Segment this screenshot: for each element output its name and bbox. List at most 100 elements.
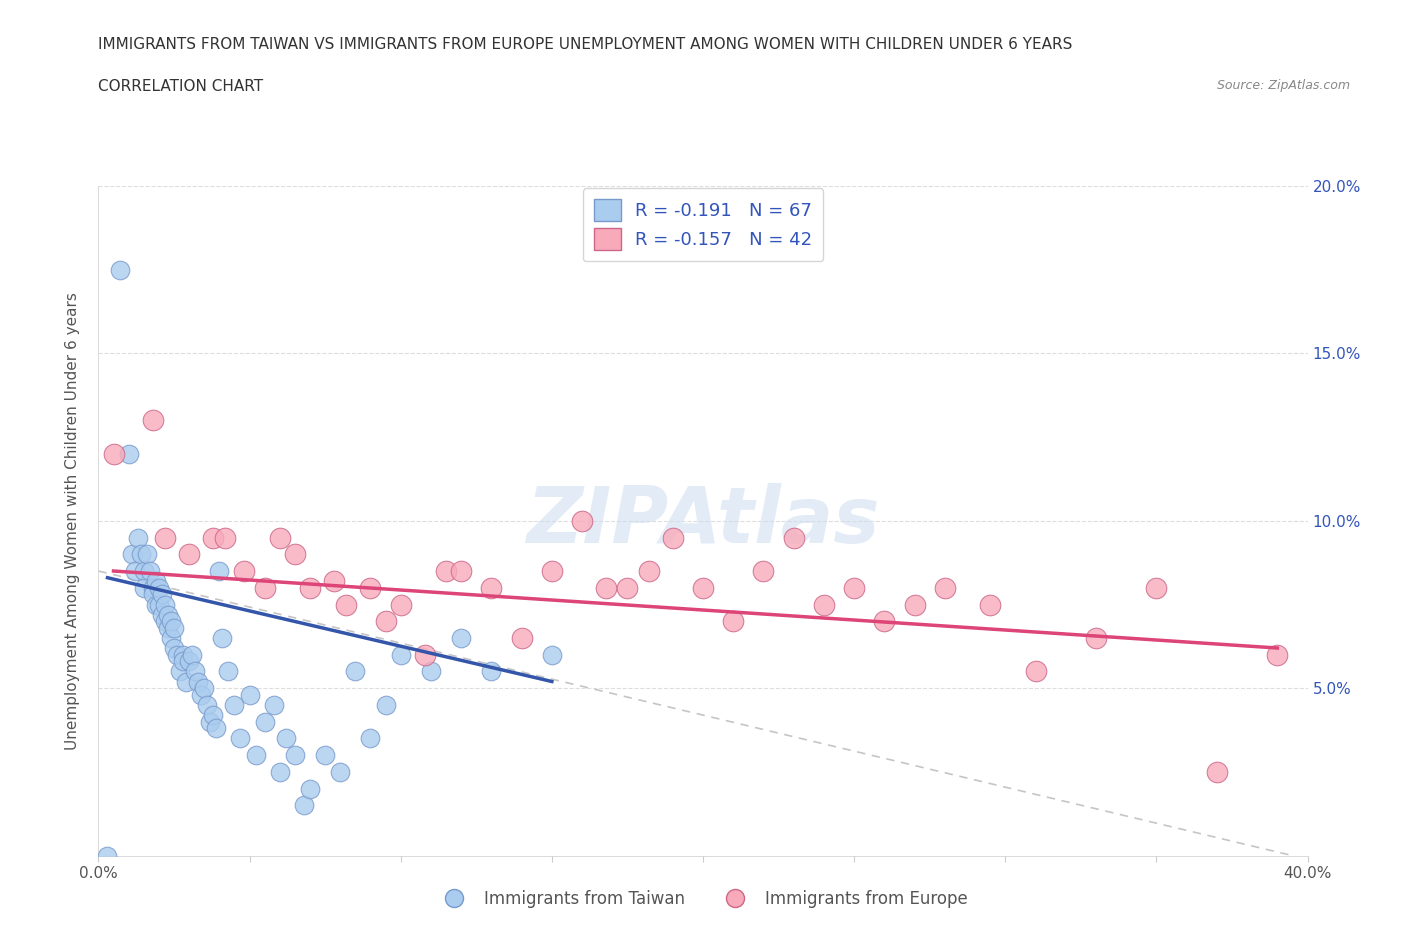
Point — [129, 547, 152, 562]
Point — [1206, 764, 1229, 779]
Point — [374, 614, 396, 629]
Point — [142, 413, 165, 428]
Point — [142, 580, 165, 595]
Point — [166, 647, 188, 662]
Point — [145, 597, 167, 612]
Point — [224, 698, 246, 712]
Point — [181, 647, 204, 662]
Point — [205, 721, 228, 736]
Point — [374, 698, 396, 712]
Point — [389, 597, 412, 612]
Point — [245, 748, 267, 763]
Point — [172, 654, 194, 669]
Point — [142, 587, 165, 602]
Point — [139, 564, 162, 578]
Point — [229, 731, 252, 746]
Point — [299, 781, 322, 796]
Point — [200, 714, 222, 729]
Point — [1024, 664, 1046, 679]
Point — [239, 687, 262, 702]
Point — [284, 547, 307, 562]
Text: IMMIGRANTS FROM TAIWAN VS IMMIGRANTS FROM EUROPE UNEMPLOYMENT AMONG WOMEN WITH C: IMMIGRANTS FROM TAIWAN VS IMMIGRANTS FRO… — [98, 37, 1073, 52]
Point — [253, 580, 276, 595]
Point — [934, 580, 956, 595]
Point — [904, 597, 927, 612]
Point — [193, 681, 215, 696]
Point — [148, 597, 170, 612]
Point — [174, 674, 197, 689]
Text: ZIPAtlas: ZIPAtlas — [526, 483, 880, 559]
Point — [253, 714, 276, 729]
Point — [96, 848, 118, 863]
Point — [723, 614, 745, 629]
Point — [145, 574, 167, 589]
Point — [595, 580, 617, 595]
Point — [420, 664, 443, 679]
Point — [108, 262, 131, 277]
Point — [202, 530, 225, 545]
Point — [184, 664, 207, 679]
Point — [263, 698, 285, 712]
Point — [202, 708, 225, 723]
Text: CORRELATION CHART: CORRELATION CHART — [98, 79, 263, 94]
Point — [114, 145, 136, 160]
Point — [450, 564, 472, 578]
Point — [163, 641, 186, 656]
Point — [103, 446, 125, 461]
Point — [873, 614, 896, 629]
Point — [150, 607, 173, 622]
Point — [813, 597, 835, 612]
Point — [637, 564, 659, 578]
Point — [132, 564, 155, 578]
Point — [450, 631, 472, 645]
Point — [208, 564, 231, 578]
Point — [169, 664, 191, 679]
Point — [540, 564, 562, 578]
Point — [413, 647, 436, 662]
Point — [153, 530, 176, 545]
Point — [211, 631, 233, 645]
Point — [329, 764, 352, 779]
Point — [616, 580, 638, 595]
Point — [360, 580, 382, 595]
Point — [121, 547, 143, 562]
Point — [434, 564, 457, 578]
Point — [344, 664, 367, 679]
Legend: Immigrants from Taiwan, Immigrants from Europe: Immigrants from Taiwan, Immigrants from … — [432, 883, 974, 914]
Point — [269, 530, 291, 545]
Point — [179, 654, 201, 669]
Point — [335, 597, 357, 612]
Point — [389, 647, 412, 662]
Point — [127, 530, 149, 545]
Point — [156, 607, 179, 622]
Text: Source: ZipAtlas.com: Source: ZipAtlas.com — [1216, 79, 1350, 92]
Point — [844, 580, 866, 595]
Point — [360, 731, 382, 746]
Point — [160, 614, 183, 629]
Point — [314, 748, 336, 763]
Point — [135, 547, 157, 562]
Point — [692, 580, 714, 595]
Point — [323, 574, 346, 589]
Point — [232, 564, 254, 578]
Point — [172, 647, 194, 662]
Point — [274, 731, 297, 746]
Point — [269, 764, 291, 779]
Point — [132, 580, 155, 595]
Point — [1267, 647, 1289, 662]
Point — [481, 580, 503, 595]
Point — [284, 748, 307, 763]
Point — [783, 530, 806, 545]
Point — [153, 614, 176, 629]
Point — [160, 631, 183, 645]
Point — [118, 446, 141, 461]
Point — [190, 687, 212, 702]
Point — [1144, 580, 1167, 595]
Point — [217, 664, 239, 679]
Point — [292, 798, 315, 813]
Point — [153, 597, 176, 612]
Point — [150, 587, 173, 602]
Point — [752, 564, 775, 578]
Y-axis label: Unemployment Among Women with Children Under 6 years: Unemployment Among Women with Children U… — [65, 292, 80, 750]
Point — [510, 631, 533, 645]
